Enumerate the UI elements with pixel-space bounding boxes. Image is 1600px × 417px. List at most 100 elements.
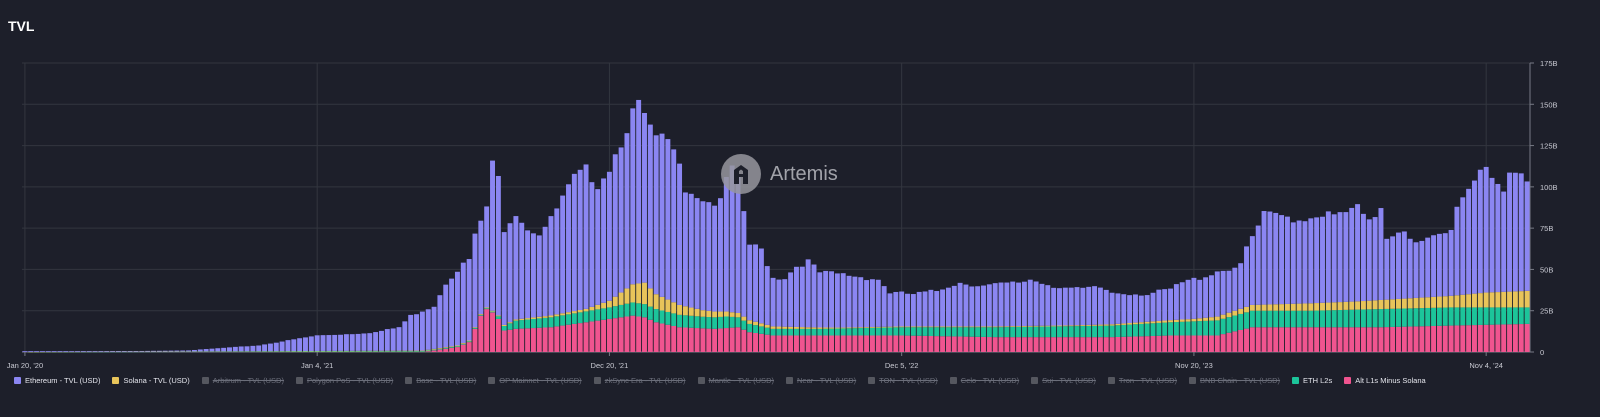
bar-ethereum — [875, 279, 881, 327]
bar-solana — [805, 327, 811, 329]
legend-item[interactable]: BNB Chain - TVL (USD) — [1189, 376, 1280, 385]
legend-item[interactable]: TON - TVL (USD) — [868, 376, 938, 385]
bar-ethereum — [367, 333, 373, 351]
bar-ethereum — [1302, 221, 1308, 304]
bar-alt-l1s — [1150, 335, 1156, 352]
bar-solana — [1331, 302, 1337, 311]
bar-solana — [659, 296, 665, 311]
bar-eth-l2s — [384, 351, 390, 352]
bar-eth-l2s — [326, 351, 332, 352]
bar-ethereum — [396, 327, 402, 351]
legend-item[interactable]: zkSync Era - TVL (USD) — [593, 376, 686, 385]
bar-ethereum — [1512, 172, 1518, 292]
bar-alt-l1s — [1144, 336, 1150, 352]
bar-ethereum — [793, 266, 799, 327]
bar-ethereum — [1454, 206, 1460, 296]
bar-alt-l1s — [665, 324, 671, 352]
bar-solana — [758, 323, 764, 327]
bar-solana — [396, 350, 402, 352]
bar-solana — [624, 288, 630, 304]
bar-eth-l2s — [1302, 310, 1308, 328]
bar-ethereum — [267, 343, 273, 352]
legend-item[interactable]: Mantle - TVL (USD) — [697, 376, 774, 385]
bar-alt-l1s — [1173, 335, 1179, 352]
legend-item[interactable]: Polygon PoS - TVL (USD) — [295, 376, 393, 385]
bar-alt-l1s — [519, 328, 525, 352]
legend-item[interactable]: Near - TVL (USD) — [785, 376, 856, 385]
bar-alt-l1s — [1138, 336, 1144, 352]
bar-ethereum — [776, 279, 782, 327]
bar-alt-l1s — [1191, 335, 1197, 352]
bar-ethereum — [180, 350, 186, 352]
legend-swatch — [14, 377, 21, 384]
y-tick-label: 150B — [1540, 100, 1558, 109]
bar-ethereum — [1068, 287, 1074, 326]
bar-ethereum — [191, 349, 197, 352]
bar-solana — [1466, 294, 1472, 308]
legend-item[interactable]: Alt L1s Minus Solana — [1344, 376, 1426, 385]
y-tick-label: 25B — [1540, 307, 1553, 316]
bar-alt-l1s — [846, 335, 852, 352]
bar-ethereum — [162, 350, 168, 352]
bar-eth-l2s — [1127, 324, 1133, 337]
bar-alt-l1s — [630, 315, 636, 352]
legend-item[interactable]: Sui - TVL (USD) — [1031, 376, 1096, 385]
bar-eth-l2s — [630, 302, 636, 316]
bar-ethereum — [869, 279, 875, 327]
bar-alt-l1s — [957, 336, 963, 352]
bar-solana — [1273, 304, 1279, 311]
legend-item[interactable]: Base - TVL (USD) — [405, 376, 476, 385]
bar-solana — [700, 310, 706, 317]
legend-item[interactable]: OP Mainnet - TVL (USD) — [488, 376, 582, 385]
bar-eth-l2s — [764, 327, 770, 335]
legend-item[interactable]: Celo - TVL (USD) — [949, 376, 1019, 385]
bar-ethereum — [244, 346, 250, 352]
bar-alt-l1s — [548, 327, 554, 352]
bar-ethereum — [1191, 277, 1197, 319]
bar-ethereum — [273, 342, 279, 352]
bar-solana — [753, 321, 759, 326]
bar-solana — [829, 327, 834, 329]
bar-solana — [501, 324, 507, 326]
bar-alt-l1s — [951, 336, 957, 352]
legend-item[interactable]: Ethereum - TVL (USD) — [14, 376, 100, 385]
bar-solana — [922, 326, 928, 328]
bar-solana — [864, 327, 870, 328]
bar-alt-l1s — [536, 327, 542, 352]
legend-item[interactable]: Solana - TVL (USD) — [112, 376, 190, 385]
bar-alt-l1s — [1401, 326, 1407, 352]
bar-ethereum — [916, 291, 922, 327]
bar-ethereum — [215, 348, 221, 352]
bar-alt-l1s — [817, 335, 823, 352]
bar-eth-l2s — [1016, 326, 1022, 338]
bar-ethereum — [864, 280, 870, 328]
bar-solana — [1232, 310, 1238, 316]
bar-alt-l1s — [747, 332, 753, 352]
legend-swatch — [112, 377, 120, 384]
bar-solana — [554, 314, 560, 317]
bar-eth-l2s — [1051, 326, 1057, 338]
bar-eth-l2s — [858, 328, 864, 336]
bar-ethereum — [893, 291, 899, 327]
legend-item[interactable]: Tron - TVL (USD) — [1107, 376, 1177, 385]
legend-item[interactable]: Arbitrum - TVL (USD) — [201, 376, 284, 385]
bar-ethereum — [706, 202, 712, 311]
bar-solana — [1472, 293, 1477, 308]
bar-solana — [1460, 294, 1466, 308]
legend-label: Mantle - TVL (USD) — [708, 376, 774, 385]
legend-label: Ethereum - TVL (USD) — [25, 376, 101, 385]
bar-eth-l2s — [1039, 326, 1045, 338]
bar-eth-l2s — [355, 351, 361, 352]
bar-solana — [647, 288, 653, 307]
bar-eth-l2s — [577, 312, 583, 324]
bar-eth-l2s — [1483, 307, 1489, 325]
bar-solana — [373, 350, 379, 352]
bar-ethereum — [741, 211, 747, 317]
bar-eth-l2s — [618, 304, 624, 318]
bar-alt-l1s — [799, 335, 805, 352]
bar-ethereum — [507, 223, 513, 323]
legend-item[interactable]: ETH L2s — [1292, 376, 1332, 385]
bar-alt-l1s — [1185, 335, 1191, 352]
bar-ethereum — [384, 329, 390, 351]
bar-solana — [1039, 325, 1045, 327]
